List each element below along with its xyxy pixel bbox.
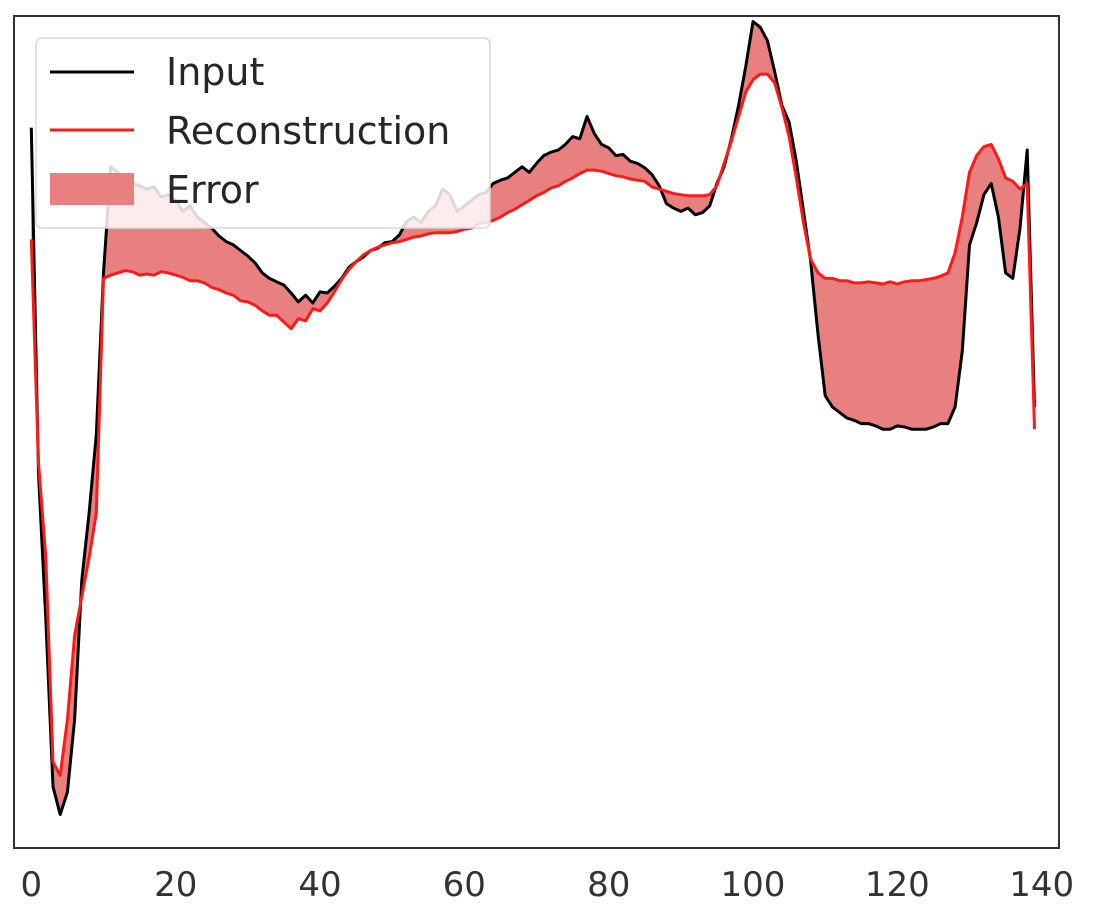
x-tick-label: 140 xyxy=(1009,865,1074,905)
legend-box xyxy=(35,37,491,229)
x-tick-label: 100 xyxy=(721,865,786,905)
series-line-reconstruction xyxy=(29,72,1036,777)
axes-frame xyxy=(13,15,1060,849)
x-tick-label: 40 xyxy=(298,865,341,905)
x-tick-label: 80 xyxy=(587,865,630,905)
legend: Input Reconstruction Error xyxy=(35,37,491,229)
x-tick-label: 0 xyxy=(20,865,42,905)
legend-label-error: Error xyxy=(166,168,259,212)
x-tick-label: 20 xyxy=(154,865,197,905)
legend-label-input: Input xyxy=(166,50,264,94)
error-area xyxy=(31,21,1035,815)
legend-swatch-error xyxy=(50,173,134,205)
x-tick-label: 60 xyxy=(443,865,486,905)
x-axis: 0 20 40 60 80 100 120 140 xyxy=(20,865,1074,905)
legend-label-reconstruction: Reconstruction xyxy=(166,109,450,153)
x-tick-label: 120 xyxy=(865,865,930,905)
